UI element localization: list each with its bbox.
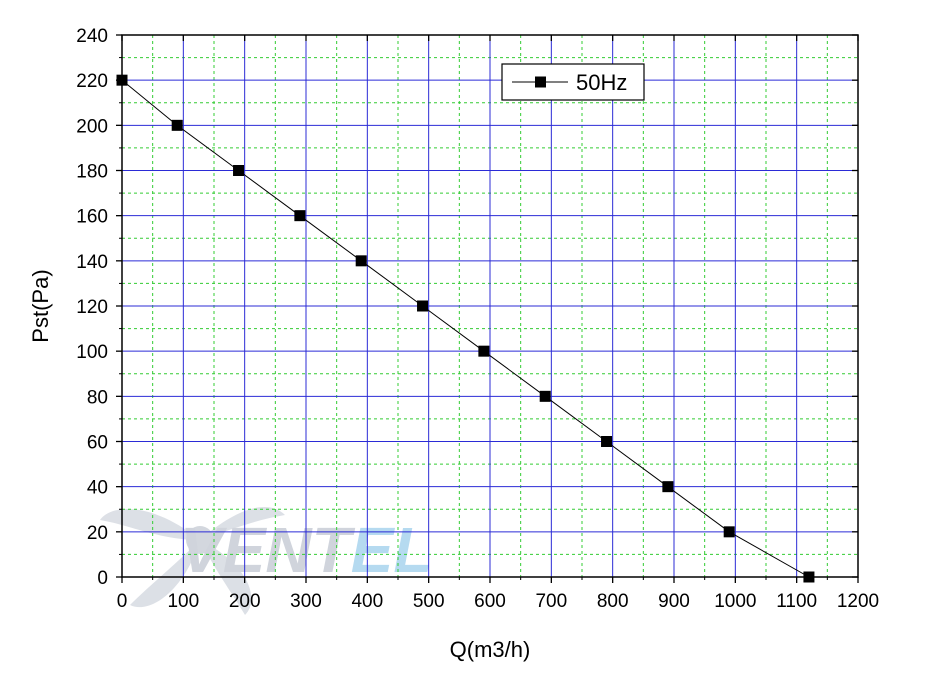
y-tick-label: 20 [87,523,108,544]
y-tick-label: 160 [76,207,108,228]
legend-label: 50Hz [576,70,627,95]
legend: 50Hz [501,63,645,101]
data-point [723,526,735,538]
y-tick-label: 100 [76,342,108,363]
y-tick-label: 220 [76,71,108,92]
data-point [478,345,490,357]
watermark-text: VENTEL [180,514,432,586]
data-point [803,571,815,583]
x-tick-label: 1000 [714,591,756,612]
x-tick-labels: 0 100 200 300 400 500 600 700 800 900 1000 1100 1200 [117,591,879,612]
y-tick-label: 120 [76,297,108,318]
series-layer [116,74,815,583]
data-point [539,390,551,402]
x-tick-label: 400 [351,591,383,612]
x-tick-label: 800 [597,591,629,612]
watermark-text-part2: EL [351,514,433,586]
legend-marker [535,76,546,88]
major-gridlines [122,35,858,577]
x-axis-title: Q(m3/h) [450,637,531,662]
watermark: VENTEL [100,507,432,615]
x-tick-label: 1100 [776,591,817,612]
x-tick-label: 100 [167,591,199,612]
y-tick-label: 80 [87,387,108,408]
x-tick-label: 700 [535,591,567,612]
data-point [355,255,367,267]
data-point [294,210,306,222]
x-tick-label: 1200 [837,591,879,612]
y-axis-title: Pst(Pa) [28,269,53,342]
x-tick-label: 300 [290,591,322,612]
series-line-0 [121,79,810,578]
x-tick-label: 900 [658,591,690,612]
watermark-text-part1: VENT [180,514,356,586]
x-tick-label: 200 [229,591,261,612]
y-tick-label: 180 [76,162,108,183]
data-point [662,481,674,493]
y-tick-label: 200 [76,116,108,137]
axis-ticks [116,34,859,583]
data-point [233,165,245,176]
y-tick-label: 240 [76,26,108,47]
x-tick-label: 500 [413,591,445,612]
y-tick-label: 60 [87,433,108,454]
y-tick-label: 40 [87,478,108,499]
data-point [417,300,429,312]
data-point [171,119,183,131]
y-tick-label: 0 [97,568,108,589]
y-tick-label: 140 [76,252,108,273]
x-tick-label: 0 [117,591,128,612]
data-point [116,74,128,86]
y-tick-labels: 0 20 40 60 80 100 120 140 160 180 200 220 240 [76,26,108,589]
x-tick-label: 600 [474,591,506,612]
data-point [601,436,613,447]
